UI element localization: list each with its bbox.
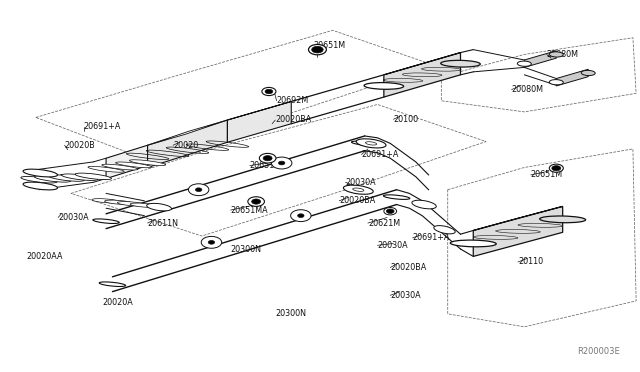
Ellipse shape bbox=[412, 200, 436, 209]
Ellipse shape bbox=[75, 173, 111, 180]
Text: 20030A: 20030A bbox=[346, 178, 376, 187]
Circle shape bbox=[552, 166, 561, 171]
Circle shape bbox=[195, 188, 202, 192]
Polygon shape bbox=[384, 52, 461, 75]
Ellipse shape bbox=[262, 87, 276, 96]
Ellipse shape bbox=[540, 216, 586, 223]
Text: 20300N: 20300N bbox=[275, 310, 307, 318]
Text: 20020BA: 20020BA bbox=[390, 263, 426, 272]
Polygon shape bbox=[106, 145, 148, 179]
Text: 20020B: 20020B bbox=[65, 141, 95, 150]
Ellipse shape bbox=[259, 153, 276, 163]
Text: 20691+A: 20691+A bbox=[362, 150, 399, 159]
Ellipse shape bbox=[549, 52, 563, 57]
Ellipse shape bbox=[23, 169, 58, 177]
Text: 20692M: 20692M bbox=[276, 96, 309, 105]
Circle shape bbox=[201, 236, 221, 248]
Circle shape bbox=[291, 210, 311, 222]
Ellipse shape bbox=[356, 139, 386, 148]
Ellipse shape bbox=[35, 176, 70, 182]
Ellipse shape bbox=[383, 195, 410, 199]
Circle shape bbox=[252, 199, 260, 204]
Ellipse shape bbox=[21, 176, 57, 183]
Polygon shape bbox=[473, 206, 563, 231]
Ellipse shape bbox=[549, 80, 563, 85]
Text: 20691+A: 20691+A bbox=[44, 174, 81, 183]
Ellipse shape bbox=[147, 203, 172, 211]
Ellipse shape bbox=[364, 83, 404, 89]
Ellipse shape bbox=[130, 203, 159, 208]
Circle shape bbox=[208, 240, 214, 244]
Text: 20651M: 20651M bbox=[531, 170, 563, 179]
Text: 20651M: 20651M bbox=[314, 41, 346, 50]
Ellipse shape bbox=[441, 60, 480, 67]
Text: 20020A: 20020A bbox=[103, 298, 134, 307]
Circle shape bbox=[298, 214, 304, 218]
Ellipse shape bbox=[48, 175, 84, 181]
Polygon shape bbox=[227, 102, 291, 142]
Ellipse shape bbox=[104, 200, 133, 205]
Text: 20300N: 20300N bbox=[230, 244, 262, 253]
Circle shape bbox=[387, 209, 394, 214]
Text: 20651MA: 20651MA bbox=[230, 206, 268, 215]
Polygon shape bbox=[227, 102, 291, 120]
Circle shape bbox=[278, 161, 285, 165]
Ellipse shape bbox=[117, 202, 146, 206]
Text: 20030A: 20030A bbox=[378, 241, 408, 250]
Ellipse shape bbox=[581, 70, 595, 76]
Text: 20020: 20020 bbox=[173, 141, 198, 150]
Circle shape bbox=[188, 184, 209, 196]
Ellipse shape bbox=[344, 185, 373, 194]
Ellipse shape bbox=[92, 199, 120, 203]
Ellipse shape bbox=[99, 282, 125, 286]
Ellipse shape bbox=[102, 164, 138, 170]
Ellipse shape bbox=[23, 182, 58, 190]
Polygon shape bbox=[148, 120, 227, 145]
Polygon shape bbox=[556, 69, 588, 86]
Text: R200003E: R200003E bbox=[577, 347, 620, 356]
Ellipse shape bbox=[116, 162, 152, 168]
Text: 20020BA: 20020BA bbox=[339, 196, 376, 205]
Ellipse shape bbox=[93, 219, 119, 224]
Circle shape bbox=[271, 157, 292, 169]
Text: 20020BA: 20020BA bbox=[275, 115, 312, 124]
Text: 20611N: 20611N bbox=[148, 219, 179, 228]
Ellipse shape bbox=[88, 166, 124, 172]
Text: 20621M: 20621M bbox=[368, 219, 400, 228]
Text: 20691+A: 20691+A bbox=[84, 122, 121, 131]
Ellipse shape bbox=[384, 208, 397, 215]
Circle shape bbox=[263, 155, 272, 161]
Polygon shape bbox=[148, 120, 227, 167]
Text: 20080M: 20080M bbox=[547, 50, 579, 59]
Ellipse shape bbox=[61, 174, 98, 180]
Ellipse shape bbox=[351, 141, 378, 146]
Polygon shape bbox=[384, 52, 461, 97]
Text: 20100: 20100 bbox=[394, 115, 419, 124]
Text: 20020AA: 20020AA bbox=[26, 252, 63, 261]
Ellipse shape bbox=[248, 197, 264, 206]
Circle shape bbox=[312, 46, 323, 53]
Text: 20080M: 20080M bbox=[511, 85, 543, 94]
Text: 20030A: 20030A bbox=[390, 291, 421, 300]
Ellipse shape bbox=[308, 44, 326, 55]
Circle shape bbox=[265, 89, 273, 94]
Polygon shape bbox=[524, 51, 556, 67]
Text: 20651MA: 20651MA bbox=[250, 161, 287, 170]
Ellipse shape bbox=[434, 225, 455, 234]
Text: 20030A: 20030A bbox=[58, 213, 89, 222]
Text: 20110: 20110 bbox=[518, 257, 543, 266]
Ellipse shape bbox=[451, 240, 496, 247]
Ellipse shape bbox=[517, 61, 531, 66]
Ellipse shape bbox=[549, 164, 563, 172]
Text: 20691+A: 20691+A bbox=[413, 233, 450, 243]
Polygon shape bbox=[473, 206, 563, 256]
Ellipse shape bbox=[129, 160, 166, 166]
